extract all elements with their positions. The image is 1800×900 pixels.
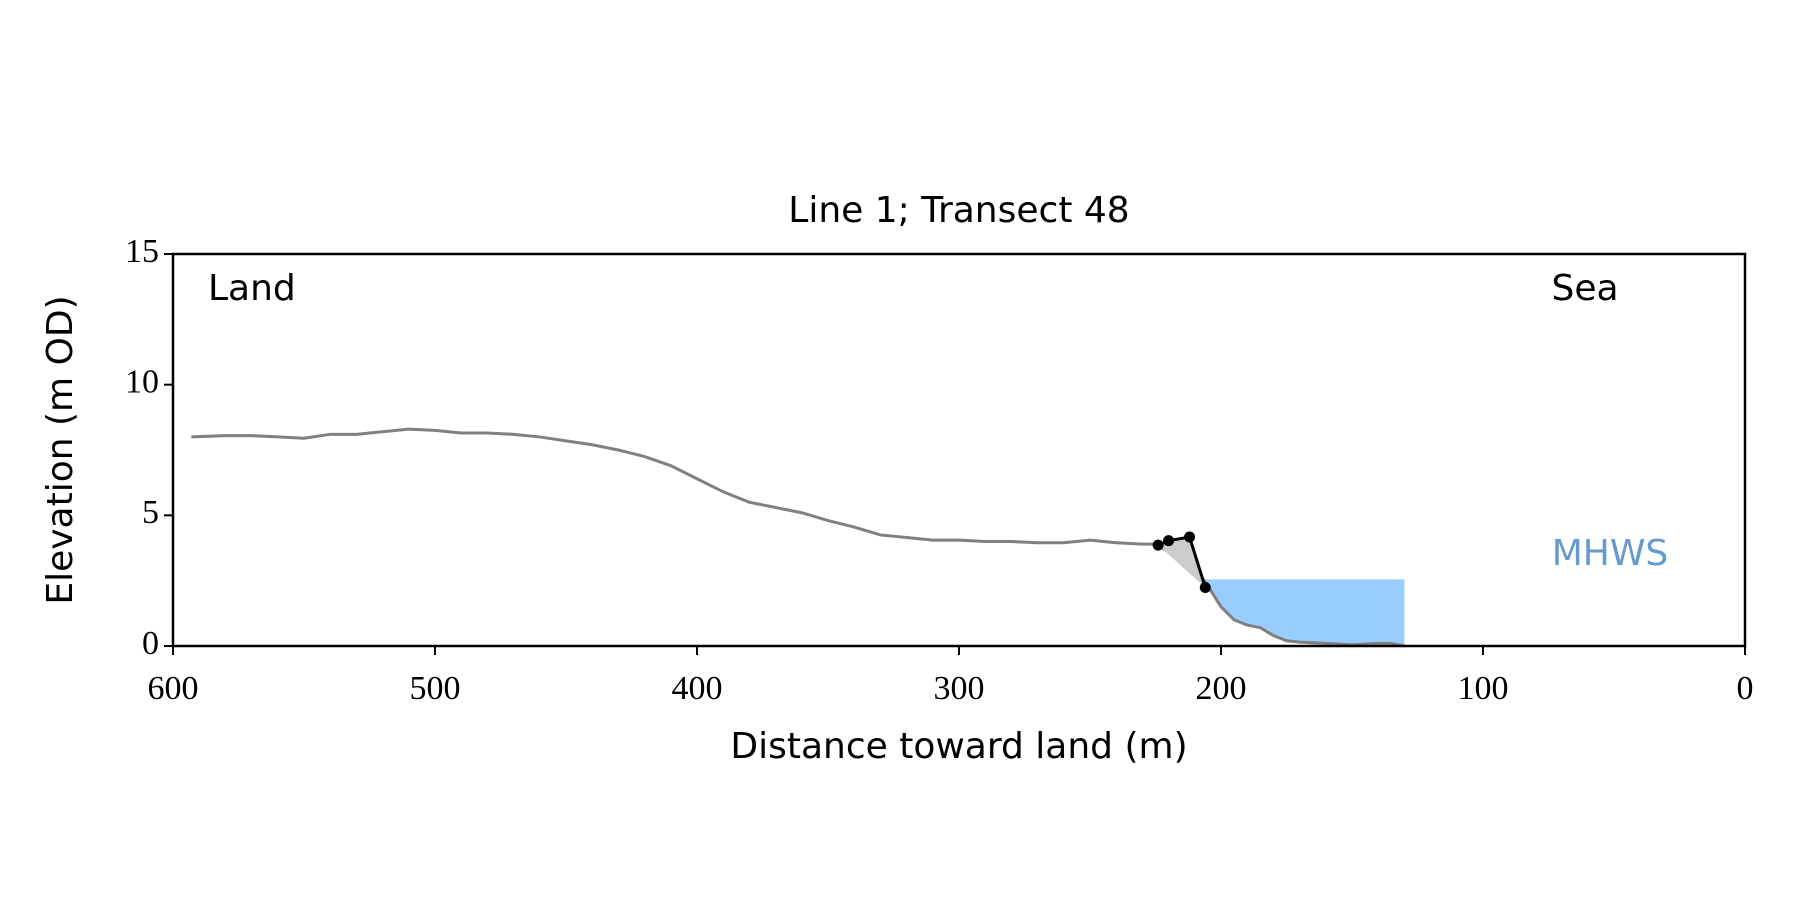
profile-line bbox=[1157, 535, 1207, 588]
x-tick-label: 500 bbox=[410, 670, 461, 707]
mhws-label: MHWS bbox=[1552, 533, 1669, 574]
x-tick-label: 300 bbox=[934, 670, 985, 707]
x-tick-label: 200 bbox=[1196, 670, 1247, 707]
y-tick-label: 10 bbox=[125, 363, 159, 400]
point-marker bbox=[1163, 535, 1175, 547]
point-marker bbox=[1152, 539, 1164, 551]
profile-line bbox=[191, 427, 1405, 648]
point-marker bbox=[1184, 531, 1196, 543]
plot-frame bbox=[171, 252, 1747, 648]
y-axis-label: Elevation (m OD) bbox=[40, 295, 81, 604]
sea-annotation: Sea bbox=[1551, 268, 1618, 309]
x-tick-label: 600 bbox=[148, 670, 199, 707]
y-tick-label: 15 bbox=[125, 233, 159, 270]
x-tick-label: 0 bbox=[1737, 670, 1754, 707]
x-tick-label: 100 bbox=[1458, 670, 1509, 707]
y-tick-label: 5 bbox=[142, 494, 159, 531]
x-axis-label: Distance toward land (m) bbox=[730, 726, 1187, 767]
point-marker bbox=[1199, 581, 1211, 593]
mhws-area bbox=[1205, 579, 1405, 646]
x-tick-label: 400 bbox=[672, 670, 723, 707]
y-tick-label: 0 bbox=[142, 625, 159, 662]
land-annotation: Land bbox=[208, 268, 296, 309]
chart-title: Line 1; Transect 48 bbox=[788, 190, 1129, 231]
